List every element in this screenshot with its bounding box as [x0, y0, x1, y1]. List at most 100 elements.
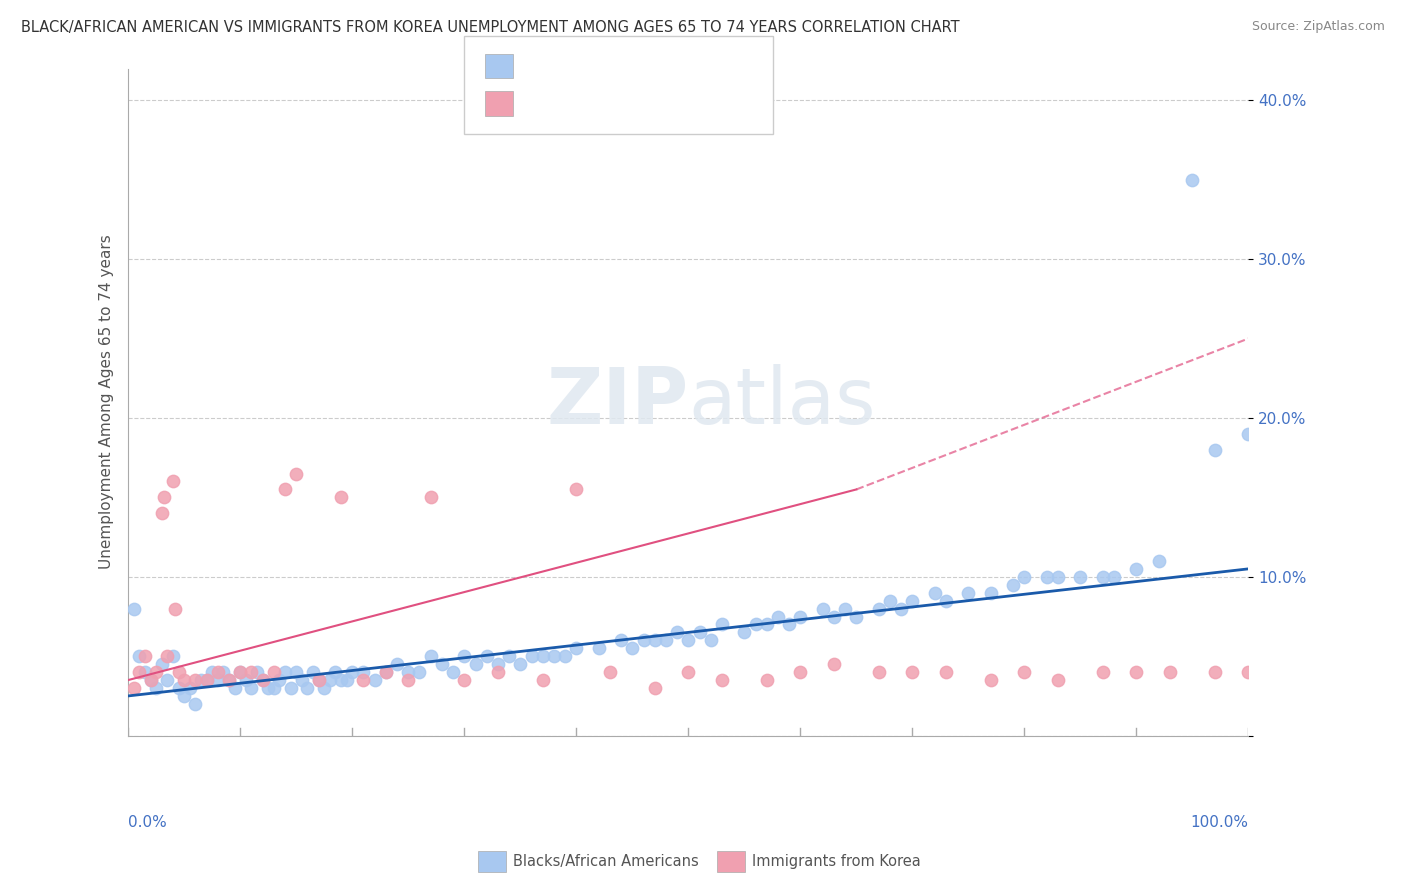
- Point: [755, 617, 778, 632]
- Point: [165, 601, 187, 615]
- Point: [285, 665, 308, 679]
- Point: [252, 673, 274, 687]
- Point: [150, 506, 173, 520]
- Point: [633, 633, 655, 648]
- Point: [531, 649, 554, 664]
- Point: [162, 475, 184, 489]
- Text: Blacks/African Americans: Blacks/African Americans: [513, 855, 699, 869]
- Point: [385, 657, 408, 672]
- Point: [486, 657, 509, 672]
- Point: [156, 673, 179, 687]
- Point: [935, 593, 957, 607]
- Point: [1204, 665, 1226, 679]
- Point: [363, 673, 385, 687]
- Point: [246, 665, 269, 679]
- Text: N =: N =: [610, 59, 640, 73]
- Point: [610, 633, 633, 648]
- Point: [153, 491, 176, 505]
- Point: [520, 649, 543, 664]
- Text: atlas: atlas: [689, 364, 876, 440]
- Point: [879, 593, 901, 607]
- Point: [845, 609, 868, 624]
- Point: [218, 673, 240, 687]
- Point: [644, 633, 666, 648]
- Point: [179, 681, 201, 695]
- Point: [1159, 665, 1181, 679]
- Point: [122, 681, 145, 695]
- Point: [122, 601, 145, 615]
- Point: [655, 633, 678, 648]
- Point: [1046, 673, 1069, 687]
- Point: [430, 657, 453, 672]
- Point: [1069, 570, 1091, 584]
- Point: [1181, 172, 1204, 186]
- Point: [274, 483, 297, 497]
- Point: [195, 673, 218, 687]
- Point: [330, 673, 353, 687]
- Point: [823, 657, 845, 672]
- Point: [621, 641, 644, 656]
- Point: [353, 665, 375, 679]
- Point: [890, 601, 912, 615]
- Text: Immigrants from Korea: Immigrants from Korea: [752, 855, 921, 869]
- Text: 0.0%: 0.0%: [128, 815, 167, 830]
- Point: [190, 673, 212, 687]
- Point: [1125, 562, 1147, 576]
- Text: R =: R =: [520, 96, 548, 111]
- Point: [195, 673, 218, 687]
- Text: 100.0%: 100.0%: [1191, 815, 1249, 830]
- Point: [263, 681, 285, 695]
- Point: [257, 681, 280, 695]
- Point: [1147, 554, 1170, 568]
- Point: [543, 649, 565, 664]
- Text: 0.300: 0.300: [560, 96, 607, 111]
- Point: [235, 673, 257, 687]
- Point: [868, 665, 890, 679]
- Point: [441, 665, 464, 679]
- Point: [486, 665, 509, 679]
- Text: 196: 196: [644, 59, 676, 73]
- Point: [325, 665, 347, 679]
- Y-axis label: Unemployment Among Ages 65 to 74 years: Unemployment Among Ages 65 to 74 years: [100, 235, 114, 569]
- Point: [554, 649, 576, 664]
- Point: [269, 673, 291, 687]
- Point: [302, 665, 325, 679]
- Point: [498, 649, 520, 664]
- Point: [1237, 426, 1260, 441]
- Point: [139, 673, 162, 687]
- Point: [755, 673, 778, 687]
- Point: [207, 665, 229, 679]
- Point: [229, 665, 252, 679]
- Point: [314, 681, 336, 695]
- Point: [291, 673, 314, 687]
- Point: [565, 483, 588, 497]
- Point: [308, 673, 330, 687]
- Text: ZIP: ZIP: [546, 364, 689, 440]
- Point: [374, 665, 396, 679]
- Point: [475, 649, 498, 664]
- Point: [285, 467, 308, 481]
- Point: [935, 665, 957, 679]
- Point: [789, 609, 811, 624]
- Point: [1002, 578, 1025, 592]
- Text: Source: ZipAtlas.com: Source: ZipAtlas.com: [1251, 20, 1385, 33]
- Point: [263, 665, 285, 679]
- Point: [240, 665, 263, 679]
- Point: [689, 625, 711, 640]
- Point: [201, 665, 224, 679]
- Point: [139, 673, 162, 687]
- Point: [229, 665, 252, 679]
- Point: [834, 601, 856, 615]
- Point: [128, 649, 150, 664]
- Point: [184, 697, 207, 711]
- Point: [1237, 665, 1260, 679]
- Point: [744, 617, 766, 632]
- Point: [280, 681, 302, 695]
- Point: [901, 665, 924, 679]
- Point: [778, 617, 800, 632]
- Point: [1204, 442, 1226, 457]
- Point: [145, 681, 167, 695]
- Point: [173, 673, 195, 687]
- Point: [868, 601, 890, 615]
- Point: [336, 673, 359, 687]
